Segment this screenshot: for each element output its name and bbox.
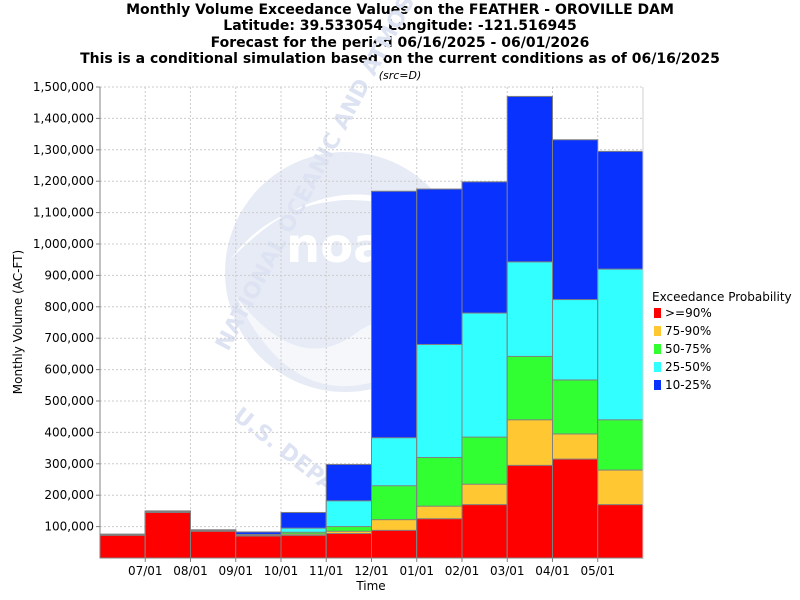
bar-segment-0-12/01	[371, 529, 418, 559]
y-tick-label: 1,500,000	[33, 80, 94, 94]
legend-swatch	[654, 308, 661, 318]
y-tick-label: 1,300,000	[33, 143, 94, 157]
bar-segment-0-10/01	[280, 534, 327, 559]
y-tick-label: 800,000	[44, 300, 94, 314]
x-tick-label: 07/01	[128, 564, 163, 578]
bar-segment-0-02/01	[461, 504, 508, 559]
bar-segment-0-11/01	[325, 533, 372, 559]
chart-title-line-2: Latitude: 39.533054 Longitude: -121.5169…	[223, 18, 576, 34]
legend-label: 25-50%	[665, 360, 711, 374]
chart-subtitle: (src=D)	[379, 69, 422, 82]
y-tick-label: 300,000	[44, 457, 94, 471]
legend-swatch	[654, 326, 661, 336]
legend: Exceedance Probability >=90% 75-90% 50-75%…	[652, 290, 792, 392]
bar-segment-0-04/01	[552, 458, 599, 559]
bar-segment-0-06/16	[99, 534, 146, 559]
y-tick-label: 700,000	[44, 331, 94, 345]
y-tick-label: 600,000	[44, 363, 94, 377]
legend-label: 50-75%	[665, 342, 711, 356]
x-axis-ticks: 07/01 08/01 09/01 10/01 11/01 12/01 01/01 02/01…	[128, 558, 615, 578]
bar-segment-0-01/01	[416, 518, 463, 559]
bar-segment-0-09/01	[235, 535, 282, 559]
x-tick-label: 11/01	[309, 564, 344, 578]
x-tick-label: 01/01	[399, 564, 434, 578]
bar-segment-0-08/01	[190, 530, 237, 559]
x-tick-label: 10/01	[264, 564, 299, 578]
x-tick-label: 08/01	[173, 564, 208, 578]
x-axis-label: Time	[355, 579, 385, 593]
legend-label: >=90%	[665, 306, 712, 320]
x-tick-label: 02/01	[445, 564, 480, 578]
legend-swatch	[654, 362, 661, 372]
chart-title-line-1: Monthly Volume Exceedance Values on the …	[126, 2, 674, 18]
x-tick-label: 03/01	[490, 564, 525, 578]
y-axis-ticks: 100,000 200,000 300,000 400,000 500,000 600,0…	[33, 80, 100, 534]
x-tick-label: 09/01	[218, 564, 253, 578]
y-tick-label: 1,000,000	[33, 237, 94, 251]
y-tick-label: 1,400,000	[33, 111, 94, 125]
chart-title-line-4: This is a conditional simulation based o…	[80, 51, 720, 67]
y-axis-label: Monthly Volume (AC-FT)	[11, 250, 25, 394]
x-tick-label: 12/01	[354, 564, 389, 578]
chart-title-line-3: Forecast for the period 06/16/2025 - 06/…	[211, 35, 590, 51]
legend-label: 10-25%	[665, 378, 711, 392]
y-tick-label: 900,000	[44, 268, 94, 282]
bar-segment-0-03/01	[506, 464, 553, 559]
legend-swatch	[654, 344, 661, 354]
x-tick-label: 04/01	[535, 564, 570, 578]
legend-swatch	[654, 380, 661, 390]
bar-segment-0-07/01	[144, 511, 191, 559]
bar-segment-0-05/01	[597, 504, 644, 559]
y-tick-label: 200,000	[44, 488, 94, 502]
legend-title: Exceedance Probability	[652, 290, 792, 304]
y-tick-label: 1,200,000	[33, 174, 94, 188]
y-tick-label: 500,000	[44, 394, 94, 408]
y-tick-label: 400,000	[44, 425, 94, 439]
y-tick-label: 100,000	[44, 520, 94, 534]
x-tick-label: 05/01	[580, 564, 615, 578]
y-tick-label: 1,100,000	[33, 206, 94, 220]
legend-label: 75-90%	[665, 324, 711, 338]
